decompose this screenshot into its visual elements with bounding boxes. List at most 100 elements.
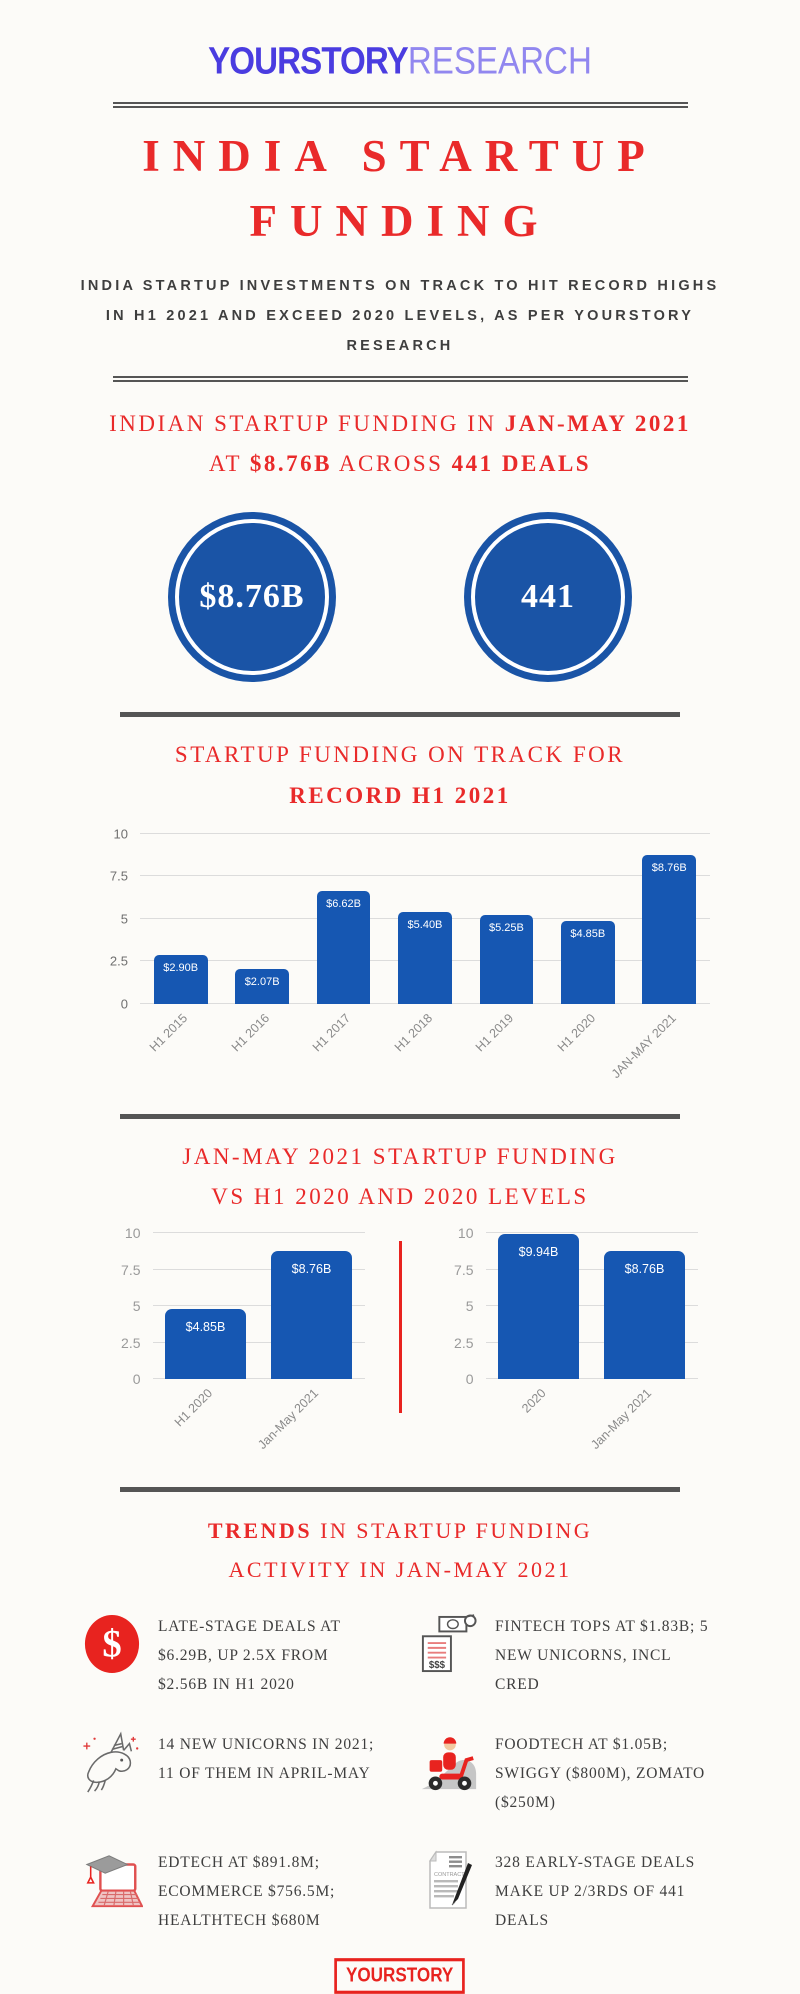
svg-text:$$$: $$$ [429, 1660, 446, 1671]
deal-count-circle: 441 [464, 512, 632, 683]
summary-heading-period: JAN-MAY 2021 [504, 410, 691, 436]
bar-value-label: $8.76B [651, 861, 687, 874]
x-axis-labels: H1 2015 H1 2016 H1 2017 H1 2018 H1 2019 H1 20… [140, 1004, 710, 1084]
y-axis-tick-label: 0 [120, 996, 128, 1012]
x-axis-tick-label: H1 2016 [228, 1010, 273, 1055]
bar-H1 2020: $4.85B [560, 921, 615, 1004]
trend-item-late-stage: $ LATE-STAGE DEALS AT $6.29B, UP 2.5X FR… [80, 1611, 383, 1699]
bar-Jan-May 2021: $8.76B [604, 1251, 685, 1380]
y-axis-tick-label: 7.5 [454, 1261, 474, 1278]
bar-slot: $6.62B [303, 834, 384, 1004]
x-axis-tick-label: 2020 [518, 1386, 549, 1416]
trend-item-foodtech: FOODTECH AT $1.05B; SWIGGY ($800M), ZOMA… [417, 1729, 720, 1817]
chart2-heading-line1: JAN-MAY 2021 STARTUP FUNDING [182, 1143, 618, 1169]
chart-bars: $4.85B $8.76B [153, 1233, 365, 1380]
chart-plot-area: 0 2.5 5 7.5 10 $4.85B $8.76B [121, 1225, 365, 1387]
bar-value-label: $8.76B [291, 1262, 332, 1277]
logo-primary-text: YOURSTORY [208, 38, 409, 82]
trend-item-unicorns: 14 NEW UNICORNS IN 2021; 11 OF THEM IN A… [80, 1729, 383, 1817]
trend-item-edtech: EDTECH AT $891.8M; ECOMMERCE $756.5M; HE… [80, 1847, 383, 1935]
summary-heading-text: INDIAN STARTUP FUNDING IN [109, 410, 505, 436]
summary-heading-amount: $8.76B [249, 451, 332, 477]
bar-slot: $4.85B [153, 1233, 259, 1380]
vs-h1-2020-bar-chart: 0 2.5 5 7.5 10 $4.85B $8.76B H1 2020 Jan-May 202… [103, 1225, 365, 1457]
x-label-slot: H1 2015 [140, 1004, 221, 1084]
funding-amount-value: $8.76B [199, 578, 305, 616]
infographic-page: YOURSTORY RESEARCH INDIA STARTUP FUNDING … [0, 39, 800, 1994]
y-axis-tick-label: 2.5 [454, 1334, 474, 1351]
x-axis-tick-label: Jan-May 2021 [255, 1386, 322, 1453]
bar-slot: $8.76B [259, 1233, 365, 1380]
unicorn-icon [80, 1729, 144, 1795]
delivery-scooter-icon [417, 1729, 481, 1795]
y-axis-tick-label: 0 [465, 1371, 474, 1388]
bar-slot: $2.90B [140, 834, 221, 1004]
chart-gridline [152, 1232, 365, 1234]
trend-text: EDTECH AT $891.8M; ECOMMERCE $756.5M; HE… [158, 1854, 336, 1929]
x-axis-tick-label: Jan-May 2021 [588, 1386, 655, 1453]
trend-text: 14 NEW UNICORNS IN 2021; 11 OF THEM IN A… [158, 1736, 375, 1782]
chart-plot-area: 0 2.5 5 7.5 10 $2.90B $2.07B $6.62B $5.40B $5.25B… [110, 826, 710, 1011]
trend-item-fintech: $$$ FINTECH TOPS AT $1.83B; 5 NEW UNICOR… [417, 1611, 720, 1699]
dollar-circle-icon: $ [80, 1611, 144, 1677]
y-axis-tick-label: 7.5 [121, 1261, 141, 1278]
chart-gridline [152, 1305, 365, 1307]
chart-gridline [152, 1341, 365, 1343]
x-label-slot: H1 2020 [153, 1379, 259, 1457]
chart-gridline [485, 1268, 698, 1270]
page-title-line2: FUNDING [249, 196, 551, 247]
page-title: INDIA STARTUP FUNDING [0, 124, 800, 255]
chart-gridline [140, 875, 710, 877]
x-axis-tick-label: H1 2020 [172, 1386, 216, 1430]
bar-JAN-MAY 2021: $8.76B [642, 854, 697, 1004]
trends-heading: TRENDS IN STARTUP FUNDING ACTIVITY IN JA… [0, 1512, 800, 1589]
chart-gridline [152, 1268, 365, 1270]
section-divider [120, 712, 680, 718]
chart2-heading: JAN-MAY 2021 STARTUP FUNDING VS H1 2020 … [0, 1137, 800, 1218]
x-axis-tick-label: H1 2017 [310, 1010, 354, 1055]
deal-count-value: 441 [521, 578, 575, 616]
x-label-slot: Jan-May 2021 [255, 1379, 365, 1457]
bar-H1 2019: $5.25B [479, 914, 534, 1004]
trends-heading-rest: IN STARTUP FUNDING [312, 1518, 593, 1544]
y-axis-tick-label: 10 [124, 1225, 141, 1242]
comparison-charts: 0 2.5 5 7.5 10 $4.85B $8.76B H1 2020 Jan-May 202… [0, 1225, 800, 1457]
trends-heading-line2: ACTIVITY IN JAN-MAY 2021 [228, 1556, 572, 1582]
yourstory-footer-logo: YOURSTORY [334, 1958, 466, 1994]
chart2-heading-line2: VS H1 2020 AND 2020 LEVELS [211, 1184, 589, 1210]
bar-H1 2018: $5.40B [398, 912, 452, 1004]
bar-value-label: $2.90B [163, 961, 199, 974]
bar-value-label: $5.40B [407, 919, 443, 932]
fintech-cash-receipt-icon: $$$ [417, 1611, 481, 1677]
bar-slot: $5.40B [384, 834, 465, 1004]
bar-value-label: $8.76B [624, 1262, 665, 1277]
bar-slot: $8.76B [629, 834, 710, 1004]
x-label-slot: H1 2017 [303, 1004, 384, 1084]
chart1-heading: STARTUP FUNDING ON TRACK FOR RECORD H1 2… [0, 735, 800, 816]
summary-heading-text: AT [208, 451, 250, 477]
logo-secondary-text: RESEARCH [407, 38, 592, 82]
bar-slot: $8.76B [592, 1233, 698, 1380]
summary-circles: $8.76B 441 [0, 512, 800, 683]
bar-H1 2016: $2.07B [235, 968, 289, 1004]
x-axis-labels: H1 2020 Jan-May 2021 [153, 1379, 365, 1457]
x-label-slot: Jan-May 2021 [588, 1379, 698, 1457]
page-title-line1: INDIA STARTUP [142, 131, 658, 181]
summary-heading-deals: 441 DEALS [451, 451, 592, 477]
page-subtitle: INDIA STARTUP INVESTMENTS ON TRACK TO HI… [80, 277, 720, 355]
chart-gridline [485, 1305, 698, 1307]
bar-value-label: $9.94B [518, 1245, 559, 1260]
bar-slot: $5.25B [466, 834, 547, 1004]
half-year-funding-bar-chart: 0 2.5 5 7.5 10 $2.90B $2.07B $6.62B $5.40B $5.25B… [90, 826, 710, 1084]
svg-text:$: $ [102, 1624, 121, 1666]
y-axis-tick-label: 2.5 [109, 953, 128, 969]
y-axis-tick-label: 5 [120, 911, 128, 927]
chart-bars: $2.90B $2.07B $6.62B $5.40B $5.25B $4.85B $8.7… [140, 834, 710, 1004]
yourstory-research-logo: YOURSTORY RESEARCH [32, 39, 768, 83]
chart-gridline [152, 1378, 365, 1380]
red-vertical-divider [398, 1241, 402, 1414]
x-label-slot: H1 2018 [384, 1004, 465, 1084]
summary-heading-text: ACROSS [331, 451, 452, 477]
funding-amount-circle: $8.76B [168, 512, 336, 683]
bar-value-label: $2.07B [244, 975, 280, 988]
